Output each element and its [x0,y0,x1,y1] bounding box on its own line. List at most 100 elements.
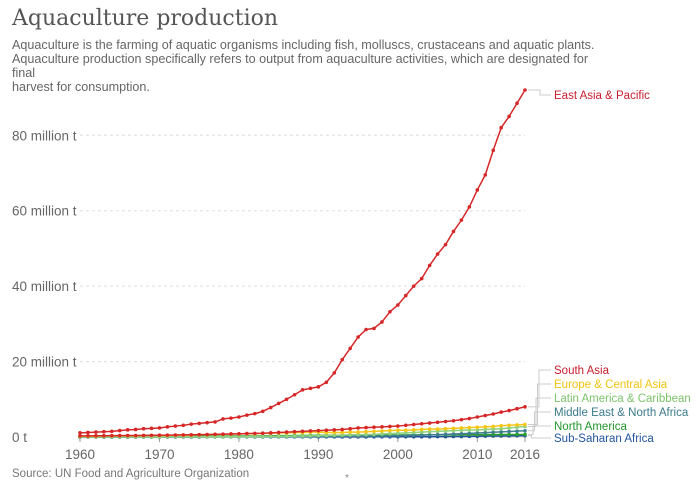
data-point [499,125,503,130]
data-point [229,432,233,436]
data-point [499,426,503,431]
data-point [459,417,464,422]
data-point [237,431,241,436]
series-label-east-asia-and-pacific: East Asia & Pacific [554,90,650,102]
y-tick-label: 40 million t [12,279,77,294]
data-point [86,430,90,435]
data-point [308,429,313,433]
data-point [404,293,408,298]
chart-title: Aquaculture production [12,6,279,31]
data-point [396,431,400,436]
data-point [364,425,368,430]
data-point [141,426,146,431]
subtitle-line-2: Aquaculture production specifically refe… [12,52,589,80]
data-point [419,433,424,437]
data-point [205,420,209,425]
data-point [419,430,424,434]
data-point [388,428,392,433]
data-point [332,428,337,432]
data-point [404,431,408,435]
data-point [221,417,225,421]
x-tick-label: 1960 [65,447,95,462]
y-tick-label: 80 million t [12,128,77,143]
data-point [427,263,432,268]
y-tick-label: 60 million t [12,204,77,219]
data-point [229,416,233,420]
data-point [292,392,297,397]
series-east-asia-and-pacific [78,88,527,435]
data-point [364,432,368,437]
footnote-mark: * [345,473,349,484]
label-connector [528,425,551,435]
data-point [268,405,273,410]
data-point [340,357,345,362]
series-label-europe-and-central-asia: Europe & Central Asia [554,379,668,391]
label-connector [528,411,551,432]
data-point [300,429,305,434]
data-point [245,431,249,436]
data-point [157,433,162,437]
data-point [396,424,400,428]
data-point [253,434,257,439]
data-point [181,423,186,428]
subtitle-line-3: harvest for consumption. [12,80,150,94]
data-point [189,433,194,437]
series-label-middle-east-and-north-africa: Middle East & North Africa [554,407,689,419]
y-tick-label: 0 t [12,430,27,445]
data-point [427,421,432,425]
data-point [388,309,392,314]
data-point [308,386,313,391]
series-label-latin-america-and-caribbean: Latin America & Caribbean [554,393,691,405]
data-point [451,418,456,423]
data-point [411,433,416,438]
series-label-south-asia: South Asia [554,365,610,377]
data-point [157,426,162,430]
data-point [340,433,345,437]
data-point [404,433,408,438]
data-point [483,173,488,177]
data-point [475,415,480,419]
data-point [507,429,511,434]
data-point [435,427,440,431]
data-point [491,427,496,431]
data-point [292,429,297,434]
x-tick-label: 2010 [462,447,492,462]
label-connector [528,369,551,408]
data-point [109,433,114,438]
data-point [507,432,511,437]
data-point [427,429,432,434]
data-point [102,429,106,434]
data-point [276,401,281,406]
subtitle-line-1: Aquaculture is the farming of aquatic or… [12,38,595,52]
data-point [149,433,154,438]
data-point [340,430,345,435]
series-lines [78,88,527,439]
series-labels: East Asia & Pacific South Asia Europe & Ce… [528,89,691,445]
label-connector [528,383,551,426]
data-point [324,380,329,385]
axes: 0 t 20 million t 40 million t 60 million t 8… [12,128,540,462]
data-point [237,415,241,419]
series-south-asia [78,405,527,438]
data-point [467,425,472,430]
x-tick-label: 1990 [303,447,333,462]
data-point [443,242,448,247]
data-point [515,101,519,106]
data-point [268,431,273,435]
data-point [117,428,122,433]
data-point [372,429,376,434]
data-point [396,428,400,433]
data-point [109,429,114,434]
data-point [483,425,488,429]
data-point [372,425,376,429]
data-point [316,385,321,389]
data-point [102,433,106,438]
data-point [435,252,440,256]
data-point [356,430,360,434]
data-point [197,432,201,437]
data-point [332,371,337,375]
data-point [125,433,130,438]
data-point [507,408,511,413]
data-point [94,430,98,434]
data-point [94,433,98,438]
